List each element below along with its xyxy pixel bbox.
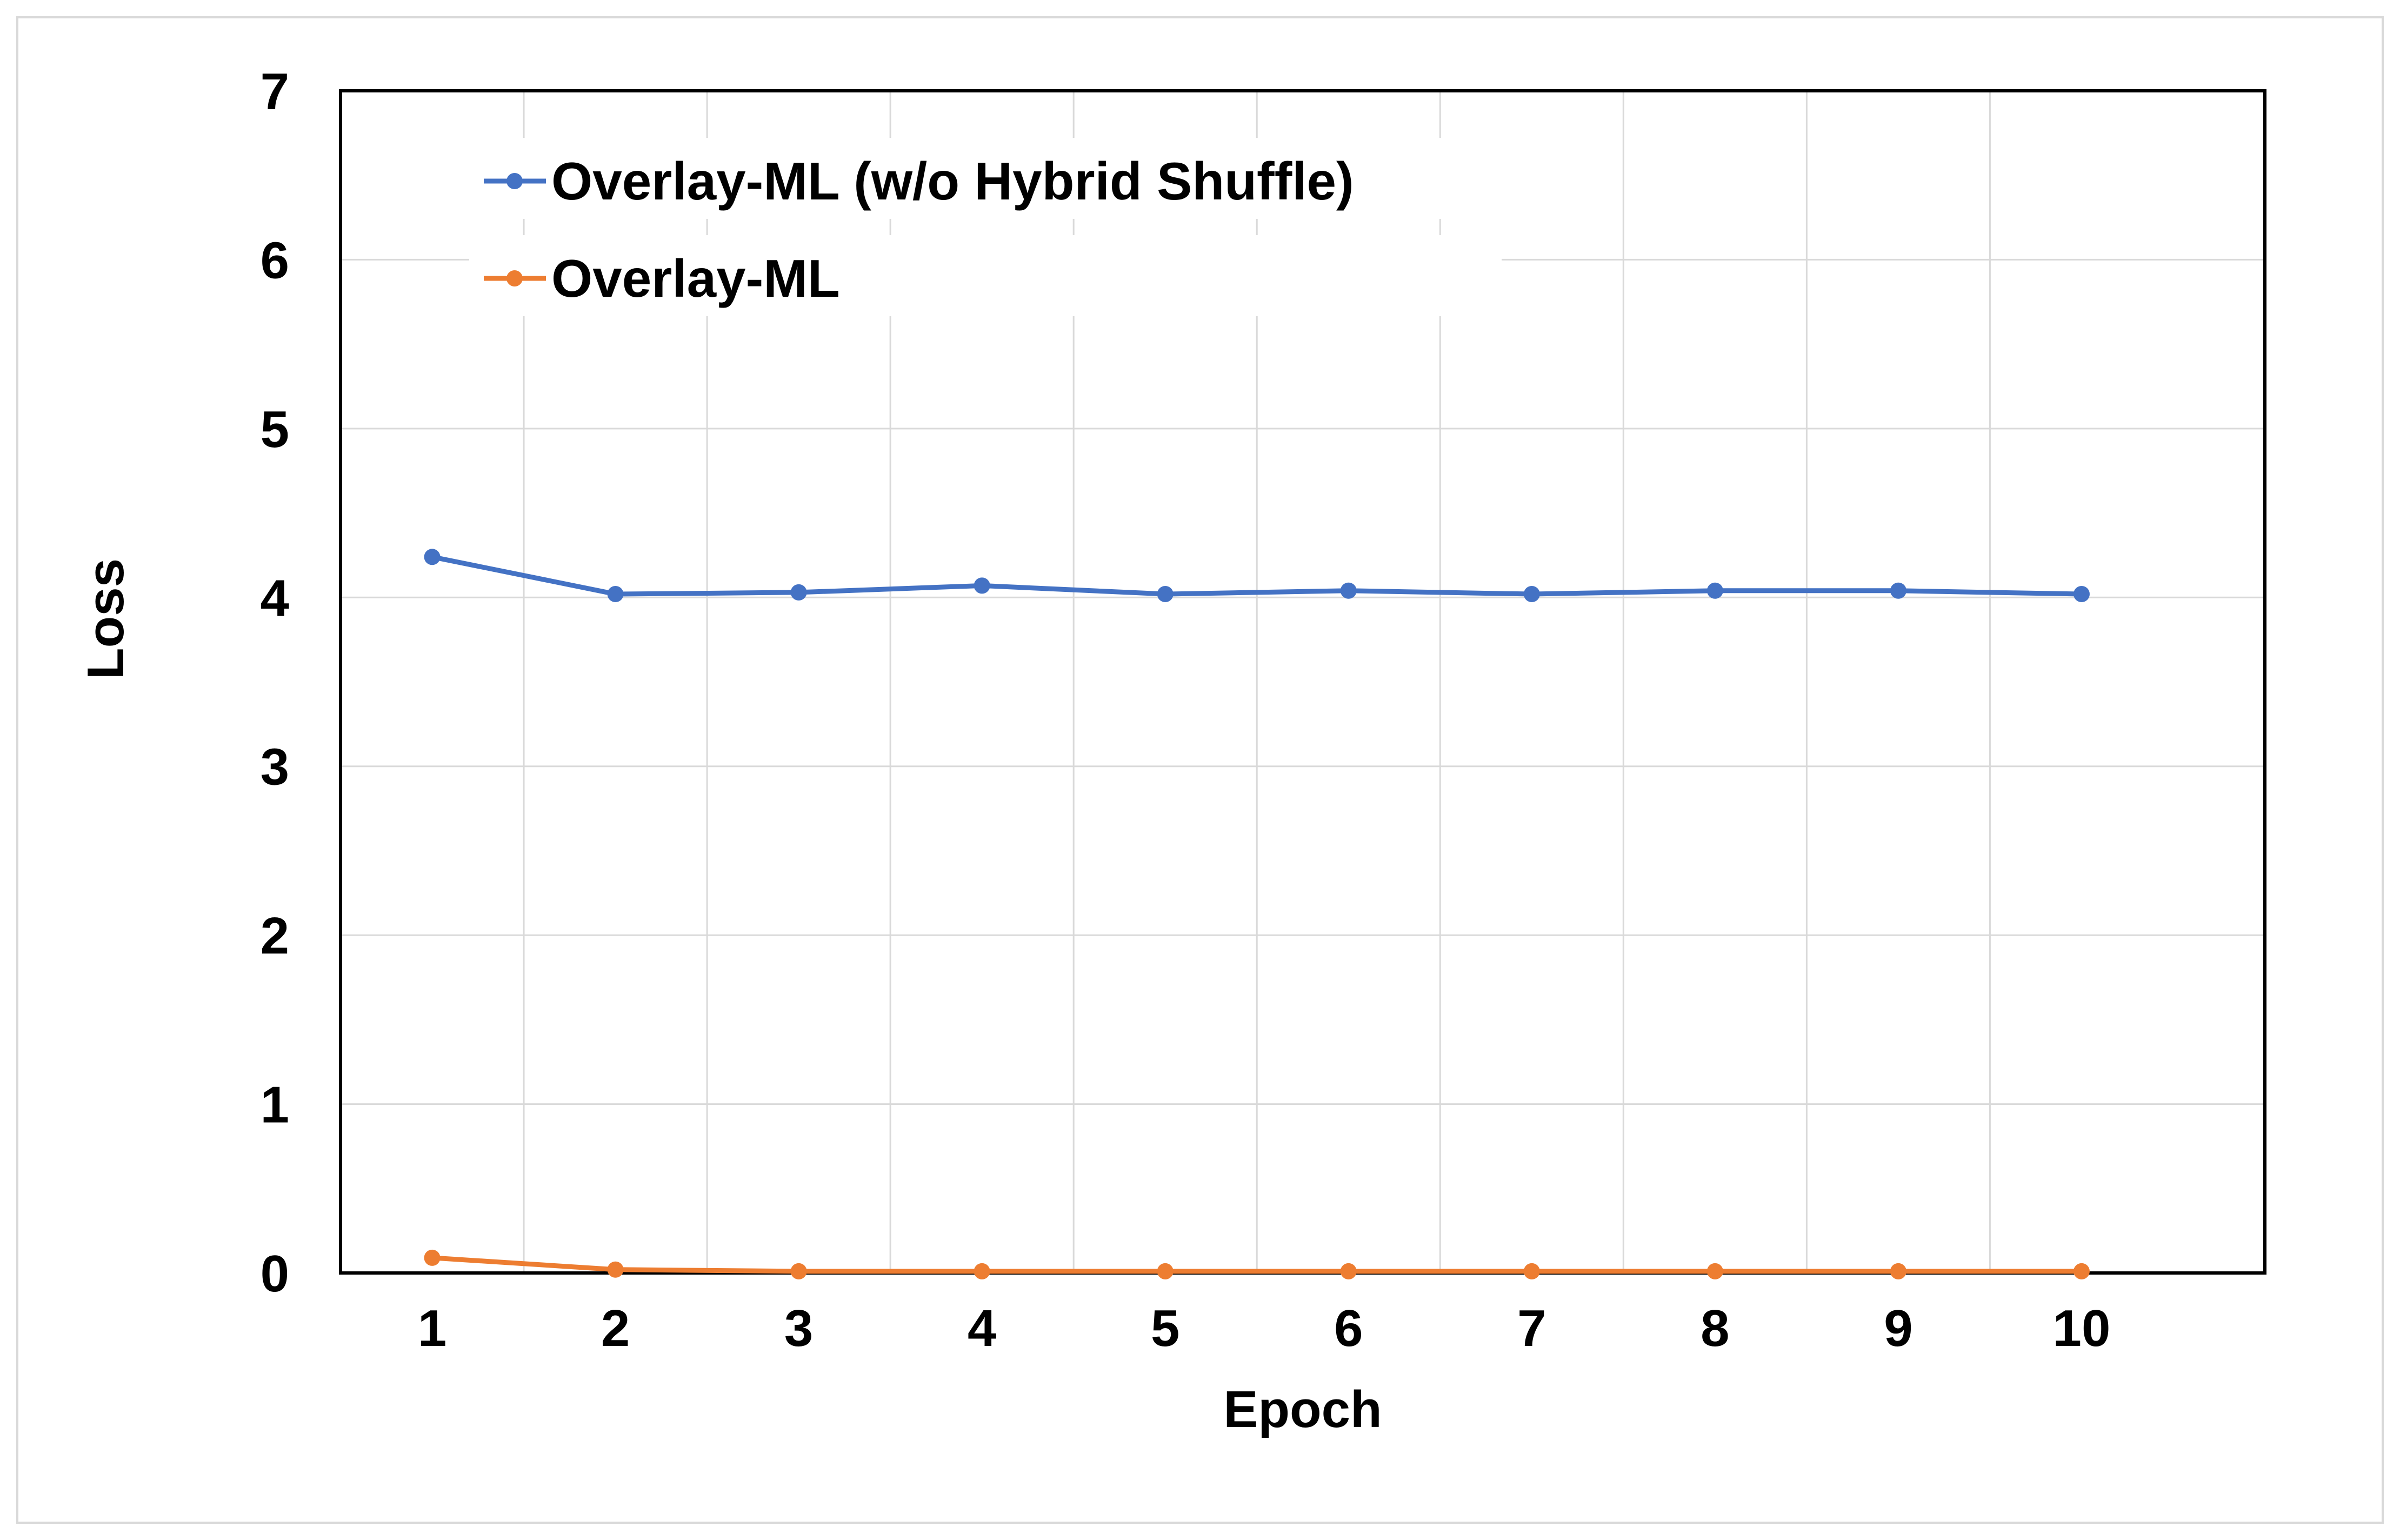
data-point bbox=[424, 549, 441, 565]
data-point bbox=[1706, 1263, 1723, 1279]
y-axis-ticks: 0 1 2 3 4 5 6 7 bbox=[261, 63, 289, 1303]
data-point bbox=[2073, 1263, 2090, 1279]
legend-item-background bbox=[469, 138, 1502, 219]
legend-item: Overlay-ML bbox=[469, 235, 1502, 316]
x-tick-label: 1 bbox=[418, 1299, 446, 1357]
x-tick-label: 4 bbox=[968, 1299, 996, 1357]
x-axis-title: Epoch bbox=[1223, 1381, 1382, 1438]
data-point bbox=[2073, 586, 2090, 603]
y-tick-label: 3 bbox=[261, 738, 289, 796]
data-point bbox=[974, 577, 990, 594]
series-2 bbox=[424, 1249, 2090, 1279]
y-axis-title: Loss bbox=[77, 558, 135, 679]
x-axis-ticks: 1 2 3 4 5 6 7 8 9 10 bbox=[418, 1299, 2111, 1357]
data-point bbox=[790, 584, 807, 601]
y-tick-label: 0 bbox=[261, 1245, 289, 1303]
data-point bbox=[974, 1263, 990, 1279]
legend-label: Overlay-ML (w/o Hybrid Shuffle) bbox=[551, 151, 1354, 211]
data-point bbox=[607, 1261, 624, 1278]
series-line bbox=[431, 554, 2082, 597]
data-point bbox=[1157, 1263, 1174, 1279]
x-tick-label: 9 bbox=[1884, 1299, 1912, 1357]
y-tick-label: 7 bbox=[261, 63, 289, 121]
series-1 bbox=[424, 549, 2090, 603]
x-tick-label: 10 bbox=[2053, 1299, 2111, 1357]
x-tick-label: 2 bbox=[601, 1299, 630, 1357]
series-line bbox=[432, 1255, 2082, 1274]
legend-marker bbox=[506, 173, 523, 189]
y-tick-label: 2 bbox=[261, 907, 289, 965]
legend-label: Overlay-ML bbox=[551, 249, 840, 308]
data-point bbox=[1523, 586, 1540, 603]
y-tick-label: 5 bbox=[261, 401, 289, 458]
x-tick-label: 3 bbox=[784, 1299, 813, 1357]
y-tick-label: 1 bbox=[261, 1076, 289, 1134]
legend: Overlay-ML (w/o Hybrid Shuffle) Overlay-M… bbox=[469, 138, 1502, 316]
legend-item-background bbox=[469, 235, 1502, 316]
data-point bbox=[607, 586, 624, 603]
data-point bbox=[424, 1249, 441, 1266]
y-tick-label: 4 bbox=[261, 569, 289, 627]
x-tick-label: 8 bbox=[1701, 1299, 1729, 1357]
data-point bbox=[1890, 582, 1906, 599]
data-point bbox=[1157, 586, 1174, 603]
x-tick-label: 7 bbox=[1517, 1299, 1546, 1357]
series-group bbox=[424, 549, 2090, 1279]
legend-marker bbox=[506, 270, 523, 286]
data-point bbox=[1890, 1263, 1906, 1279]
x-tick-label: 5 bbox=[1151, 1299, 1179, 1357]
data-point bbox=[1706, 582, 1723, 599]
data-point bbox=[1340, 1263, 1357, 1279]
data-point bbox=[1340, 582, 1357, 599]
y-tick-label: 6 bbox=[261, 231, 289, 289]
data-point bbox=[1523, 1263, 1540, 1279]
legend-item: Overlay-ML (w/o Hybrid Shuffle) bbox=[469, 138, 1502, 219]
x-tick-label: 6 bbox=[1334, 1299, 1363, 1357]
data-point bbox=[790, 1263, 807, 1279]
